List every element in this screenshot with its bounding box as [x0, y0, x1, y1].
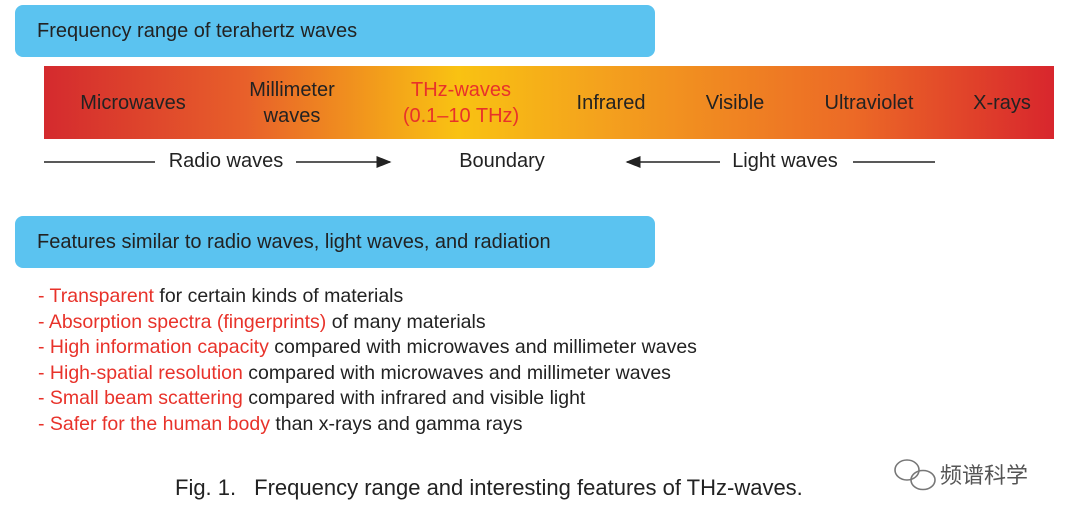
feature-item: - Safer for the human body than x-rays a…	[38, 412, 697, 438]
region-label: Radio waves	[168, 150, 284, 172]
band-label: Microwaves	[80, 66, 186, 139]
band-label: Visible	[706, 66, 765, 139]
band-label: Ultraviolet	[825, 66, 914, 139]
caption: Fig. 1. Frequency range and interesting f…	[175, 475, 803, 501]
feature-highlight: - Transparent	[38, 285, 154, 307]
band-label-line: Visible	[705, 91, 765, 114]
section-header: Features similar to radio waves, light w…	[15, 216, 655, 268]
feature-item: - High information capacity compared wit…	[38, 335, 697, 361]
feature-item: - Small beam scattering compared with in…	[38, 386, 697, 412]
feature-highlight: - Absorption spectra (fingerprints)	[38, 310, 327, 333]
section-header: Frequency range of terahertz waves	[15, 5, 655, 57]
feature-text: compared with microwaves and millimeter …	[274, 336, 697, 359]
band-label: X-rays	[973, 66, 1031, 139]
watermark: 频谱科学	[940, 464, 1029, 489]
feature-item: - Transparent for certain kinds of mater…	[38, 284, 697, 310]
feature-item: - Absorption spectra (fingerprints) of m…	[38, 310, 697, 336]
band-label-line: THz-waves	[410, 78, 512, 101]
feature-text: compared with microwaves and millimeter …	[248, 361, 671, 384]
feature-highlight: - High information capacity	[38, 336, 269, 359]
region-label: Light waves	[732, 150, 838, 172]
region-label: Boundary	[459, 150, 545, 172]
band-label-line: waves	[263, 104, 321, 127]
band-label-line: Ultraviolet	[824, 91, 914, 114]
feature-text: of many materials	[331, 310, 486, 333]
feature-text: than x-rays and gamma rays	[275, 412, 523, 435]
spectrum-band: Microwaves Millimeter waves THz-waves (0.1–1…	[44, 66, 1054, 139]
feature-list: - Transparent for certain kinds of mater…	[38, 284, 697, 438]
feature-text: compared with infrared and visible light	[248, 387, 586, 410]
feature-highlight: - Safer for the human body	[38, 412, 270, 435]
band-label: Millimeter waves	[249, 66, 335, 139]
band-label-line: X-rays	[973, 91, 1031, 114]
band-label: THz-waves (0.1–10 THz)	[403, 66, 519, 139]
caption-text: Frequency range and interesting features…	[254, 475, 803, 500]
band-label-line: Infrared	[576, 91, 646, 114]
band-label: Infrared	[577, 66, 646, 139]
feature-highlight: - Small beam scattering	[38, 387, 243, 410]
feature-text: for certain kinds of materials	[159, 285, 404, 307]
band-label-line: Millimeter	[249, 78, 335, 101]
caption-label: Fig. 1.	[175, 475, 237, 500]
feature-highlight: - High-spatial resolution	[38, 361, 243, 384]
feature-item: - High-spatial resolution compared with …	[38, 361, 697, 387]
band-label-line: Microwaves	[80, 91, 186, 114]
band-label-line: (0.1–10 THz)	[402, 104, 520, 127]
wechat-icon	[894, 459, 936, 491]
